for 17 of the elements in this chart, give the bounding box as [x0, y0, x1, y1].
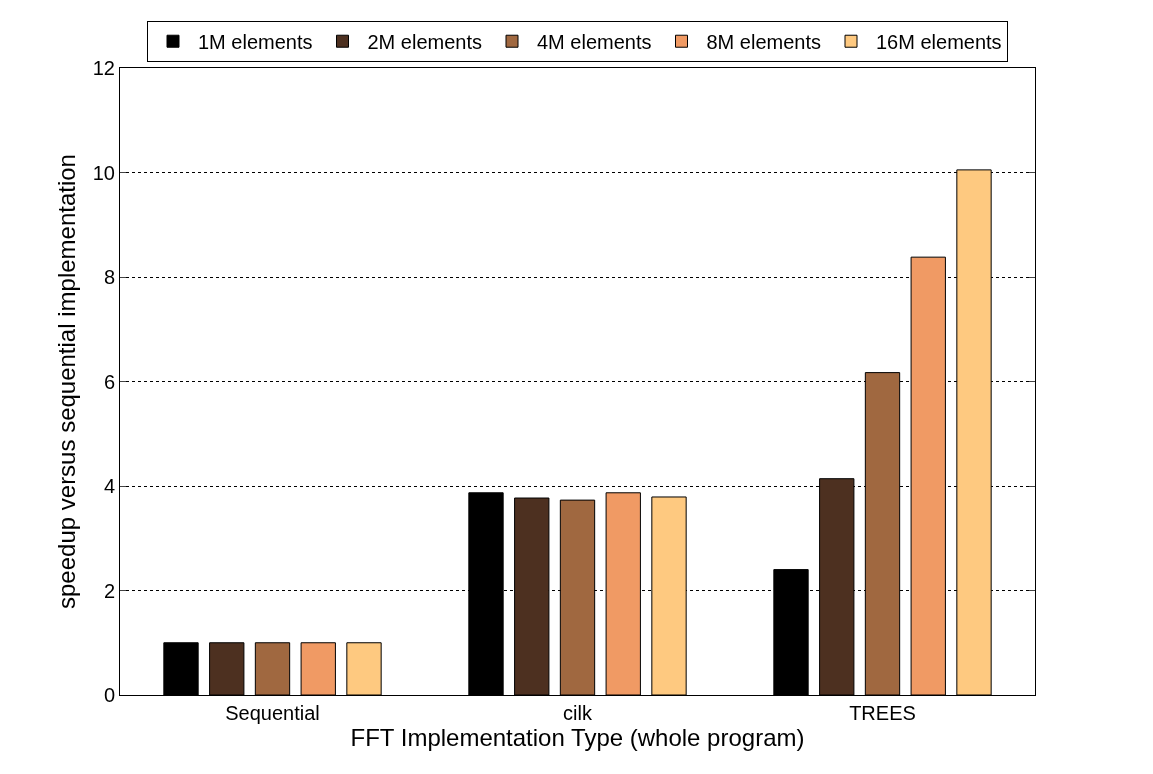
legend-label: 8M elements: [706, 31, 821, 54]
legend-label: 16M elements: [876, 31, 1002, 54]
legend-label: 4M elements: [537, 31, 652, 54]
x-tick-label: cilk: [563, 702, 593, 724]
x-tick-label: TREES: [849, 702, 916, 724]
y-tick-label: 0: [103, 684, 115, 706]
legend-label: 1M elements: [198, 31, 313, 54]
y-tick-label: 6: [103, 370, 115, 393]
x-tick-label: Sequential: [225, 702, 320, 724]
legend-label: 2M elements: [367, 31, 482, 54]
y-tick-label: 2: [103, 579, 115, 602]
x-axis-title: FFT Implementation Type (whole program): [350, 724, 805, 751]
y-tick-label: 12: [92, 57, 115, 79]
y-tick-label: 10: [92, 161, 115, 184]
y-tick-label: 4: [103, 475, 115, 497]
y-tick-label: 8: [103, 266, 115, 288]
y-axis-title: speedup versus sequential implementation: [52, 154, 80, 609]
